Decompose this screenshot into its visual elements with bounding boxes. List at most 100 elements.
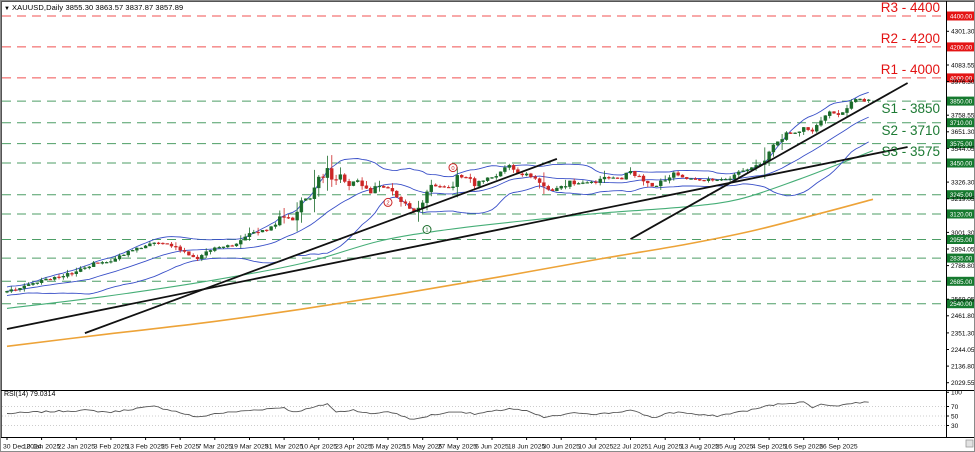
- candle-body: [685, 177, 689, 179]
- candle-body: [741, 170, 745, 172]
- candle-body: [434, 184, 438, 187]
- date-label: 19 Mar 2025: [230, 444, 268, 451]
- candle-body: [546, 186, 550, 190]
- candle-body: [165, 243, 169, 245]
- candle-body: [295, 211, 299, 221]
- candle-body: [117, 255, 122, 260]
- date-label: 27 May 2025: [438, 444, 478, 451]
- price-tag: [947, 42, 974, 52]
- rsi-line: [6, 401, 869, 420]
- symbol-dropdown-icon[interactable]: ▼: [4, 6, 11, 12]
- candle-body: [377, 185, 382, 188]
- price-tick-label: 2894.05: [951, 246, 975, 253]
- price-tag-text: 2955.00: [950, 237, 973, 244]
- price-tick-label: 2244.05: [951, 347, 975, 354]
- candle-body: [836, 113, 841, 115]
- price-tick-label: 3001.30: [951, 230, 975, 237]
- candle-body: [338, 174, 343, 180]
- candle-body: [330, 168, 334, 180]
- candle-body: [143, 245, 148, 249]
- candle-body: [555, 187, 559, 192]
- candle-body: [83, 267, 87, 269]
- candle-body: [195, 256, 200, 260]
- candle-body: [464, 176, 468, 179]
- candle-body: [511, 165, 516, 170]
- price-tag-text: 4200.00: [950, 44, 973, 51]
- price-axis-ticks: 4301.30 4083.55 3976.30 3758.55 3651.30 3544.…: [946, 29, 975, 387]
- date-label: 7 Mar 2025: [198, 444, 233, 451]
- candle-body: [806, 127, 810, 130]
- candle-body: [87, 266, 92, 269]
- candle-body: [680, 174, 685, 178]
- price-tag: [947, 11, 974, 21]
- candle-body: [698, 179, 702, 181]
- price-tag: [947, 235, 974, 244]
- price-tag: [947, 299, 974, 309]
- candle-body: [672, 172, 676, 178]
- candle-body: [654, 185, 659, 188]
- candle-body: [832, 111, 836, 114]
- candle-body: [126, 251, 130, 256]
- wave-marker: 2: [383, 197, 393, 207]
- candle-body: [408, 203, 412, 209]
- candle-body: [693, 178, 698, 180]
- date-label: 16 Sep 2025: [784, 444, 823, 451]
- candle-body: [5, 291, 9, 293]
- price-tick-label: 2351.30: [951, 330, 975, 337]
- candle-body: [61, 276, 65, 278]
- candle-body: [356, 180, 360, 182]
- sr-levels-group: 4400.00 4200.00 4000.00 3850.00 3710.00 3575.…: [2, 11, 974, 309]
- candle-body: [286, 217, 291, 219]
- candle-body: [351, 181, 356, 186]
- candle-body: [204, 251, 208, 256]
- date-label: 15 May 2025: [403, 444, 443, 451]
- candle-body: [334, 179, 338, 181]
- wave-marker-circle: [383, 197, 393, 207]
- candle-body: [810, 129, 815, 132]
- candle-body: [208, 250, 213, 252]
- candle-body: [390, 187, 395, 192]
- candle-body: [187, 251, 191, 256]
- candle-body: [472, 178, 477, 187]
- candle-body: [130, 250, 135, 252]
- time-scale[interactable]: [1, 437, 975, 452]
- candle-body: [65, 273, 70, 277]
- date-label: 30 Jun 2025: [543, 444, 581, 451]
- level-label-s2: S2 - 3710: [881, 122, 940, 138]
- candle-body: [269, 226, 273, 231]
- candle-body: [44, 278, 48, 281]
- candle-body: [57, 276, 61, 278]
- candle-body: [659, 180, 663, 187]
- candle-body: [178, 246, 182, 251]
- chart-canvas[interactable]: [1, 1, 946, 390]
- candle-body: [256, 231, 260, 234]
- candle-body: [563, 186, 568, 188]
- date-label: 26 Sep 2025: [819, 444, 858, 451]
- price-tag-text: 2685.00: [950, 279, 973, 286]
- level-label-r2: R2 - 4200: [880, 31, 940, 46]
- candle-body: [325, 168, 330, 178]
- candle-body: [854, 99, 858, 103]
- candle-body: [278, 216, 282, 226]
- price-tick-label: 3651.30: [951, 129, 975, 136]
- price-tick-label: 2029.55: [951, 380, 975, 387]
- candle-body: [343, 174, 347, 182]
- rsi-tick-label: 100: [951, 390, 962, 397]
- candle-body: [321, 176, 325, 178]
- candle-body: [26, 284, 31, 286]
- candle-body: [676, 172, 680, 176]
- rsi-pane[interactable]: [1, 390, 946, 437]
- candle-body: [213, 247, 217, 251]
- candle-body: [191, 254, 195, 258]
- bollinger-upper: [6, 91, 869, 288]
- price-tag-text: 4000.00: [950, 75, 973, 82]
- candle-body: [122, 254, 126, 257]
- resize-grip[interactable]: [965, 439, 974, 448]
- price-tick-label: 3219.05: [951, 196, 975, 203]
- ma-orange-200: [6, 198, 874, 348]
- candle-body: [646, 180, 650, 184]
- date-label: 13 Feb 2025: [126, 444, 164, 451]
- price-tag-text: 3120.00: [950, 212, 973, 219]
- candle-body: [74, 271, 79, 275]
